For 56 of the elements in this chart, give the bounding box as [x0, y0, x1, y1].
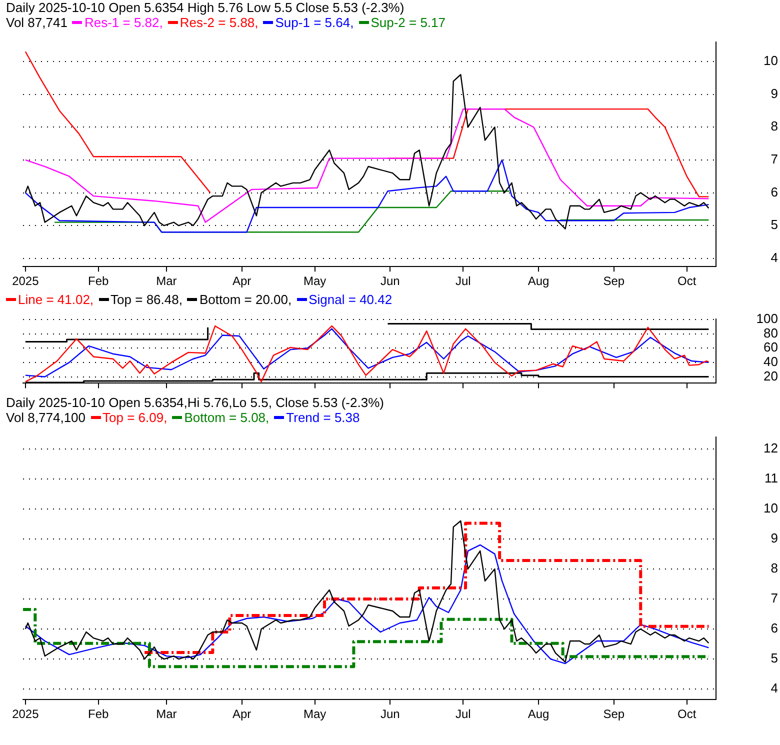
y-tick-label: 10 [764, 53, 778, 68]
text: Vol 8,774,100 [6, 410, 86, 425]
y-tick-label: 20 [764, 368, 778, 384]
x-tick-label: Mar [156, 274, 177, 288]
x-tick-label: Aug [528, 707, 550, 722]
legend-label: Trend = 5.38 [286, 410, 360, 425]
y-tick-label: 9 [770, 86, 778, 101]
x-tick-label: Oct [677, 707, 697, 722]
y-tick-label: 5 [770, 650, 778, 666]
x-tick-label: Oct [677, 274, 697, 288]
y-tick-label: 8 [770, 118, 778, 134]
x-tick-label: Aug [528, 274, 550, 288]
x-tick-label: Mar [156, 707, 177, 722]
y-tick-label: 4 [770, 680, 778, 696]
x-tick-label: Sep [603, 274, 625, 288]
x-tick-label: Feb [88, 274, 110, 288]
x-tick-label: May [303, 707, 326, 722]
y-tick-label: 60 [764, 340, 778, 355]
x-tick-label: May [303, 274, 326, 288]
legend-label: Res-2 = 5.88, [180, 15, 258, 30]
x-tick-label: Jun [380, 707, 400, 722]
y-tick-label: 6 [770, 184, 778, 200]
x-tick-label: Sep [603, 707, 625, 722]
x-tick-label: Jul [455, 274, 471, 288]
y-tick-label: 5 [770, 217, 778, 232]
chart-title: Daily 2025-10-10 Open 5.6354 High 5.76 Low 5.5 Close 5.53 (-2.3%) [6, 0, 406, 15]
legend-label: Sup-2 = 5.17 [370, 15, 446, 30]
y-tick-label: 7 [770, 152, 778, 167]
legend-label: Top = 86.48, [110, 292, 182, 307]
x-tick-label: 2025 [12, 707, 40, 722]
legend-label: Sup-1 = 5.64, [275, 15, 354, 30]
y-tick-label: 80 [764, 325, 778, 340]
legend-label: Top = 6.09, [102, 410, 168, 425]
y-tick-label: 40 [764, 354, 778, 370]
x-tick-label: Feb [88, 707, 110, 722]
y-tick-label: 8 [770, 560, 778, 576]
legend-label: Res-1 = 5.82, [84, 15, 163, 30]
y-tick-label: 100 [756, 311, 778, 326]
chart-title: Daily 2025-10-10 Open 5.6354,Hi 5.76,Lo 5.5, Close 5.53 (-2.3%) [6, 395, 385, 410]
y-tick-label: 12 [764, 440, 778, 456]
y-tick-label: 11 [764, 470, 778, 486]
legend-label: Bottom = 20.00, [199, 292, 292, 307]
y-tick-label: 4 [770, 250, 778, 265]
x-tick-label: Apr [232, 274, 252, 288]
y-tick-label: 10 [764, 500, 778, 516]
x-tick-label: Apr [232, 707, 252, 722]
x-tick-label: Jul [455, 707, 471, 722]
legend-label: Line = 41.02, [18, 292, 94, 307]
y-tick-label: 9 [770, 530, 778, 546]
legend-label: Bottom = 5.08, [184, 410, 270, 425]
x-tick-label: 2025 [12, 274, 40, 288]
text: Vol 87,741 [6, 15, 68, 30]
y-tick-label: 7 [770, 590, 778, 606]
y-tick-label: 6 [770, 620, 778, 636]
x-tick-label: Jun [380, 274, 400, 288]
legend-label: Signal = 40.42 [308, 292, 392, 307]
